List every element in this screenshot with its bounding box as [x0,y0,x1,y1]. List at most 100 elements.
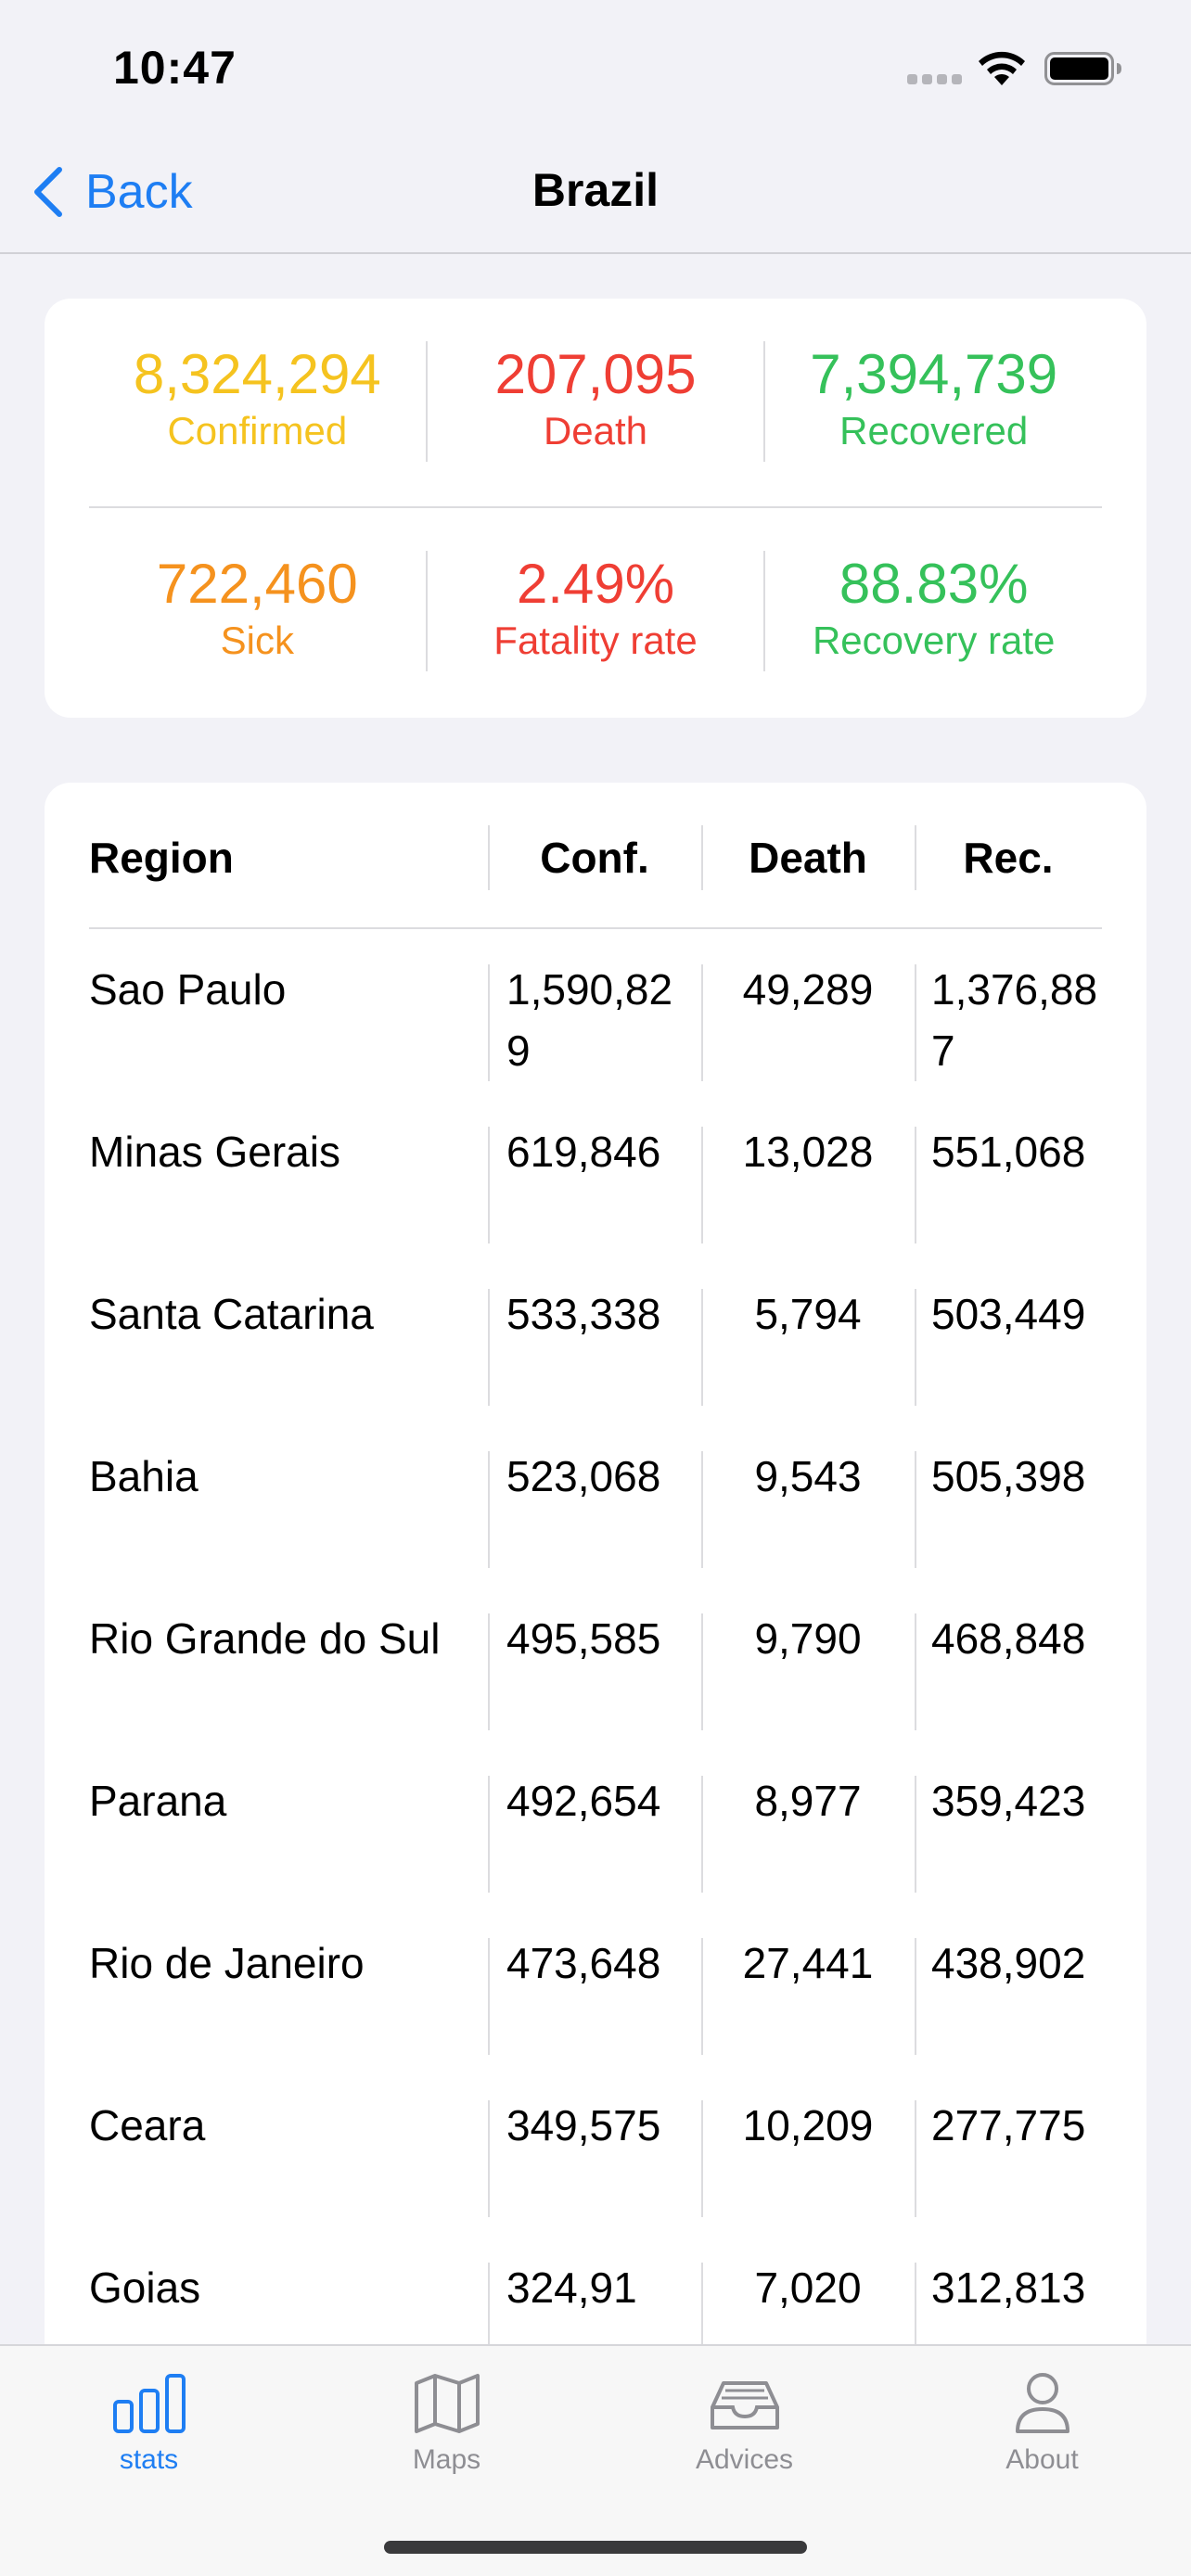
summary-card: 8,324,294 Confirmed 207,095 Death 7,394,… [45,299,1146,718]
column-divider [915,964,916,1081]
cell-rec: 277,775 [931,2101,1086,2149]
column-divider [701,825,703,890]
tray-icon [711,2381,779,2429]
cell-death: 10,209 [742,2101,874,2149]
header-region[interactable]: Region [89,834,234,882]
cell-region: Parana [89,1777,227,1825]
cell-rec: 359,423 [931,1777,1086,1825]
column-divider [915,1613,916,1730]
tab-label: Advices [695,2444,794,2475]
status-bar: 10:47 [0,0,1191,130]
table-row[interactable]: Goias 324,91 7,020 312,813 [89,2229,1102,2359]
cell-death: 49,289 [742,965,874,1014]
stat-value: 7,394,739 [810,343,1058,405]
column-divider [701,1127,703,1243]
back-label: Back [85,165,193,219]
table-body: Sao Paulo 1,590,829 49,289 1,376,887 Minas G… [89,931,1102,2359]
cell-region: Rio de Janeiro [89,1939,365,1987]
stat-sick: 722,460 Sick [89,551,426,671]
stat-label: Sick [220,618,295,662]
page-title: Brazil [531,164,660,216]
column-divider [701,2100,703,2217]
tab-maps[interactable]: Maps [298,2346,596,2494]
cell-death: 7,020 [754,2264,862,2312]
table-header: Region Conf. Death Rec. [89,783,1102,929]
cell-death: 8,977 [754,1777,862,1825]
map-icon [415,2374,480,2433]
tab-label: Maps [412,2444,481,2475]
cell-death: 27,441 [742,1939,874,1987]
cell-region: Sao Paulo [89,965,287,1014]
stat-label: Confirmed [167,409,348,453]
header-rec[interactable]: Rec. [963,834,1054,882]
cell-region: Rio Grande do Sul [89,1614,441,1663]
battery-icon [1044,52,1121,85]
cell-region: Minas Gerais [89,1128,340,1176]
tab-advices[interactable]: Advices [596,2346,893,2494]
table-row[interactable]: Rio Grande do Sul 495,585 9,790 468,848 [89,1580,1102,1742]
column-divider [701,1938,703,2055]
summary-row: 722,460 Sick 2.49% Fatality rate 88.83% … [89,551,1102,671]
cell-rec: 551,068 [931,1128,1086,1176]
column-divider [701,1613,703,1730]
region-table: Region Conf. Death Rec. Sao Paulo 1,590,8… [45,783,1146,2359]
summary-row: 8,324,294 Confirmed 207,095 Death 7,394,… [89,341,1102,462]
stat-death: 207,095 Death [425,341,764,462]
tab-stats[interactable]: stats [0,2346,298,2494]
column-divider [701,1451,703,1568]
stat-value: 88.83% [839,553,1029,615]
table-row[interactable]: Bahia 523,068 9,543 505,398 [89,1418,1102,1580]
column-divider [488,1289,490,1406]
column-divider [701,1776,703,1893]
cell-region: Ceara [89,2101,206,2149]
cell-conf: 495,585 [506,1614,661,1663]
header-conf[interactable]: Conf. [540,834,649,882]
table-row[interactable]: Parana 492,654 8,977 359,423 [89,1742,1102,1905]
status-time: 10:47 [113,42,237,94]
table-row[interactable]: Santa Catarina 533,338 5,794 503,449 [89,1256,1102,1418]
table-row[interactable]: Ceara 349,575 10,209 277,775 [89,2067,1102,2229]
column-divider [915,825,916,890]
column-divider [701,2263,703,2359]
column-divider [915,1776,916,1893]
column-divider [488,825,490,890]
cellular-signal-icon [907,74,963,85]
wifi-icon [979,51,1025,85]
cell-region: Goias [89,2264,201,2312]
column-divider [915,2100,916,2217]
cell-conf: 324,91 [506,2264,637,2312]
stat-label: Death [543,409,648,453]
column-divider [488,1127,490,1243]
table-row[interactable]: Sao Paulo 1,590,829 49,289 1,376,887 [89,931,1102,1093]
tab-bar: stats Maps Advices About [0,2344,1191,2576]
stat-confirmed: 8,324,294 Confirmed [89,341,426,462]
cell-region: Santa Catarina [89,1290,374,1338]
stat-label: Fatality rate [493,618,698,662]
tab-about[interactable]: About [893,2346,1191,2494]
cell-conf: 1,590,829 [506,965,673,1075]
cell-conf: 533,338 [506,1290,661,1338]
cell-death: 5,794 [754,1290,862,1338]
table-row[interactable]: Minas Gerais 619,846 13,028 551,068 [89,1093,1102,1256]
stat-value: 2.49% [516,553,675,615]
table-row[interactable]: Rio de Janeiro 473,648 27,441 438,902 [89,1905,1102,2067]
person-icon [1016,2373,1069,2433]
divider [89,506,1102,508]
header-death[interactable]: Death [749,834,867,882]
cell-death: 9,790 [754,1614,862,1663]
stat-label: Recovered [839,409,1029,453]
stat-label: Recovery rate [812,618,1056,662]
cell-death: 9,543 [754,1452,862,1500]
cell-conf: 349,575 [506,2101,661,2149]
cell-conf: 619,846 [506,1128,661,1176]
column-divider [915,1451,916,1568]
column-divider [488,2100,490,2217]
column-divider [915,2263,916,2359]
cell-rec: 1,376,887 [931,965,1098,1075]
cell-death: 13,028 [742,1128,874,1176]
bar-chart-icon [113,2374,186,2433]
column-divider [701,964,703,1081]
column-divider [488,1938,490,2055]
back-button[interactable]: Back [32,161,193,223]
